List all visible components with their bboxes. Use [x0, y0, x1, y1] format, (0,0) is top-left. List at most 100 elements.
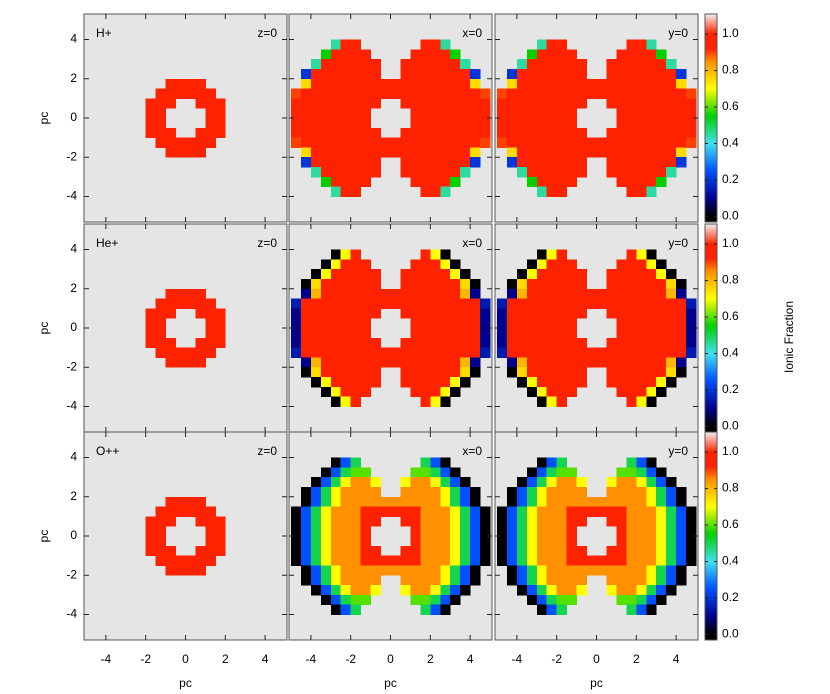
cell	[636, 108, 647, 119]
cell	[300, 108, 312, 119]
cell	[566, 386, 577, 398]
cell	[616, 59, 627, 70]
cell	[195, 288, 206, 299]
cell	[290, 88, 302, 99]
cell	[516, 88, 528, 99]
cell	[215, 308, 226, 319]
cell	[546, 298, 558, 309]
cell	[626, 269, 637, 280]
cell	[656, 496, 667, 507]
cell	[320, 477, 332, 488]
cell	[516, 545, 528, 557]
cell	[330, 396, 342, 407]
x-tick-label: 4	[673, 652, 680, 666]
cell	[536, 357, 548, 368]
cell	[536, 536, 548, 547]
cell	[440, 269, 451, 280]
cell	[480, 127, 491, 139]
cell	[656, 157, 667, 168]
cell	[450, 477, 461, 488]
cell	[576, 157, 587, 168]
cell	[546, 604, 558, 615]
cell	[526, 147, 538, 158]
cell	[646, 347, 657, 358]
cell	[616, 88, 627, 99]
cell	[410, 318, 421, 329]
cell	[526, 78, 538, 89]
cell	[496, 555, 508, 566]
cell	[370, 575, 381, 586]
cell	[546, 288, 558, 299]
cell	[666, 506, 677, 517]
cell	[430, 565, 441, 576]
cell	[370, 98, 381, 109]
cell	[420, 396, 431, 407]
cell	[320, 337, 332, 349]
cell	[450, 68, 461, 80]
cell	[450, 147, 461, 158]
cell	[656, 555, 667, 566]
cell	[145, 545, 157, 557]
cell	[626, 157, 637, 168]
cell	[480, 337, 491, 349]
cell	[330, 594, 342, 606]
cell	[566, 477, 577, 488]
cell	[215, 545, 226, 557]
cell	[350, 526, 362, 537]
cell	[420, 594, 431, 606]
cell	[300, 337, 312, 349]
cell	[350, 377, 362, 388]
cell	[616, 49, 627, 60]
cell	[330, 585, 342, 596]
cell	[330, 259, 342, 270]
cell	[566, 68, 577, 80]
cell	[360, 259, 371, 270]
cell	[566, 506, 577, 517]
cell	[636, 367, 647, 378]
cell	[175, 347, 186, 358]
cell	[546, 486, 558, 498]
cell	[516, 328, 528, 339]
cell	[536, 147, 548, 158]
cell	[310, 118, 322, 129]
cell	[666, 477, 677, 488]
cell	[546, 496, 558, 507]
cell	[290, 127, 302, 139]
cell	[536, 88, 548, 99]
cell	[480, 347, 491, 358]
cell	[350, 337, 362, 349]
cell	[410, 278, 421, 290]
cell	[636, 337, 647, 349]
cell	[606, 68, 617, 80]
cell	[606, 59, 617, 70]
cell	[556, 108, 568, 119]
cell	[480, 308, 491, 319]
cell	[636, 506, 647, 517]
cell	[155, 118, 166, 129]
cell	[676, 367, 687, 378]
cell	[626, 59, 637, 70]
cell	[526, 118, 538, 129]
cell	[440, 585, 451, 596]
cell	[360, 269, 371, 280]
cell	[310, 575, 322, 586]
cell	[330, 575, 342, 586]
cell	[516, 157, 528, 168]
cell	[300, 347, 312, 358]
cell	[626, 565, 637, 576]
cell	[546, 68, 558, 80]
cell	[400, 288, 411, 299]
cell	[300, 555, 312, 566]
cell	[205, 328, 216, 339]
cell	[320, 545, 332, 557]
cell	[400, 585, 411, 596]
cell	[626, 526, 637, 537]
cell	[430, 555, 441, 566]
cell	[636, 347, 647, 358]
cell	[450, 545, 461, 557]
cell	[380, 496, 391, 507]
heatmap	[145, 288, 226, 368]
cell	[340, 536, 352, 547]
x-tick-label: -4	[512, 652, 523, 666]
cell	[320, 98, 332, 109]
